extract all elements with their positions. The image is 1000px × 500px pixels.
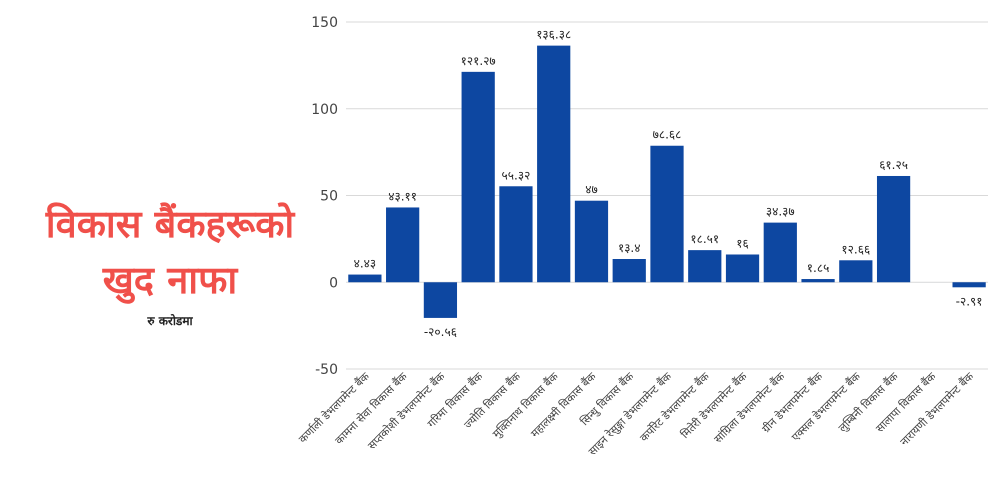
data-label: १२१.२७ [461,54,496,68]
x-tick-label: कामना सेवा विकास बैंक [333,370,411,448]
x-tick-label: कर्पोरेट डेभलपमेन्ट बैंक [637,370,712,445]
chart-title-line-1: विकास बैंकहरूको [45,202,295,246]
data-label: ४.४३ [354,257,377,271]
data-label: १३६.३८ [536,28,571,42]
x-tick-label: महालक्ष्मी विकास बैंक [528,370,599,441]
data-label: ६१.२५ [879,158,908,172]
bar [537,45,571,283]
data-label: ७८.६८ [653,128,682,142]
bar [461,71,495,283]
data-label: १८.५१ [690,232,719,246]
bar [499,186,533,283]
data-label: १३.४ [618,241,641,255]
data-label: १२.६६ [841,242,870,256]
bar [423,282,458,318]
x-tick-label: मितेरी डेभलपमेन्ट बैंक [678,370,750,442]
bar [839,260,873,283]
x-tick-label: एक्सल डेभलपमेन्ट बैंक [789,370,863,444]
bar [650,145,684,283]
bar [688,250,722,283]
x-tick-label: मुक्तिनाथ विकास बैंक [490,370,561,441]
data-label: ५५.३२ [502,168,531,182]
data-label: ४३.११ [388,189,417,203]
chart-title: विकास बैंकहरूको खुद नाफा [10,196,330,308]
data-label: ३४.३७ [766,205,795,219]
y-tick-label: 100 [311,102,338,118]
bar [612,259,646,283]
bar [348,274,382,283]
bar [386,207,420,283]
y-tick-label: 150 [311,15,338,31]
bar [801,279,835,283]
bar [952,282,986,288]
data-label: -२.९१ [956,294,983,308]
unit-subtitle: रु करोडमा [147,314,193,328]
data-label: ४७ [585,183,597,197]
y-tick-label: 50 [320,189,338,205]
bar [876,175,911,283]
bar [574,200,609,283]
x-tick-label: नारायणी डेभलपमेन्ट बैंक [898,370,977,449]
bar [763,222,797,283]
data-label: -२०.५६ [424,325,457,339]
x-tick-label: कर्णाली डेभलपमेन्ट बैंक [296,370,372,446]
y-tick-label: 0 [329,275,338,291]
chart-title-line-2: खुद नाफा [102,258,238,302]
data-label: १६ [736,236,748,250]
x-tick-label: सांग्रिला डेभलपमेन्ट बैंक [712,370,788,446]
y-tick-label: -50 [315,362,338,378]
bar [725,254,760,283]
data-label: १.८५ [807,261,830,275]
